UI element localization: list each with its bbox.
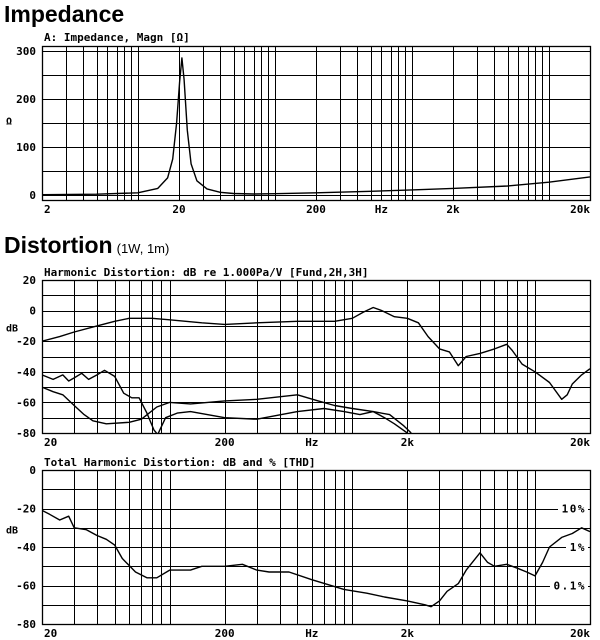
harmonic-xtick-label: 20: [44, 436, 57, 449]
thd-annotation-bg: [550, 577, 588, 592]
impedance-xtick-label: 200: [306, 203, 326, 216]
thd-ytick-label: -40: [16, 541, 36, 554]
thd-xtick-label: 200: [215, 627, 235, 640]
harmonic-ytick-label: -80: [16, 427, 36, 440]
thd-xtick-label: 20: [44, 627, 57, 640]
harmonic-ylabel: dB: [6, 323, 18, 334]
thd-annotation-bg: [566, 539, 588, 553]
thd-annotation: 0.1%: [554, 580, 587, 593]
impedance-xtick-label: 20: [172, 203, 185, 216]
harmonic-xtick-label: Hz: [305, 436, 318, 449]
thd-series-line-1: [42, 509, 590, 608]
thd-ytick-label: 0: [29, 464, 36, 477]
thd-grid: [42, 470, 591, 625]
harmonic-series-line-3: [42, 386, 412, 433]
impedance-ylabel: Ω: [6, 117, 12, 128]
harmonic-ytick-label: -60: [16, 396, 36, 409]
impedance-heading: Impedance: [4, 1, 124, 27]
harmonic-chart: Harmonic Distortion: dB re 1.000Pa/V [Fu…: [6, 266, 592, 449]
thd-ylabel: dB: [6, 526, 18, 537]
thd-frame: [41, 469, 592, 626]
impedance-ytick-label: 100: [16, 141, 36, 154]
impedance-ytick-label: 0: [29, 189, 36, 202]
impedance-heading-text: Impedance: [4, 1, 125, 27]
impedance-xtick-label: 2: [44, 203, 51, 216]
thd-xtick-label: 20k: [570, 627, 590, 640]
thd-ytick-label: -60: [16, 580, 36, 593]
harmonic-ytick-label: 0: [29, 305, 36, 318]
impedance-frame: [41, 45, 592, 202]
harmonic-xtick-label: 20k: [570, 436, 590, 449]
impedance-xtick-label: 20k: [570, 203, 590, 216]
thd-xtick-label: Hz: [305, 627, 318, 640]
harmonic-title: Harmonic Distortion: dB re 1.000Pa/V [Fu…: [44, 266, 369, 279]
thd-chart: Total Harmonic Distortion: dB and % [THD…: [6, 456, 592, 640]
distortion-heading-text: Distortion: [4, 232, 113, 258]
impedance-chart: A: Impedance, Magn [Ω] 0 100 200 300 Ω 2 20 200 H…: [6, 31, 592, 216]
thd-annotation: 1%: [570, 541, 586, 554]
harmonic-xtick-label: 2k: [401, 436, 415, 449]
impedance-ytick-label: 200: [16, 93, 36, 106]
distortion-subheading: (1W, 1m): [116, 241, 170, 256]
harmonic-ytick-label: 20: [23, 274, 36, 287]
harmonic-grid: [42, 280, 591, 434]
harmonic-ytick-label: -40: [16, 366, 36, 379]
harmonic-series-line-2: [42, 369, 408, 433]
harmonic-frame: [41, 279, 592, 435]
thd-annotation-bg: [558, 500, 588, 515]
harmonic-xtick-label: 200: [215, 436, 235, 449]
thd-annotation: 10%: [562, 503, 586, 516]
distortion-heading: Distortion (1W, 1m): [4, 232, 169, 262]
impedance-xtick-label: 2k: [446, 203, 460, 216]
thd-title: Total Harmonic Distortion: dB and % [THD…: [44, 456, 316, 469]
impedance-ytick-label: 300: [16, 45, 36, 58]
impedance-series-line-1: [42, 57, 590, 196]
thd-ytick-label: -80: [16, 618, 36, 631]
thd-xtick-label: 2k: [401, 627, 415, 640]
thd-ytick-label: -20: [16, 503, 36, 516]
impedance-title: A: Impedance, Magn [Ω]: [44, 31, 190, 44]
harmonic-ytick-label: -20: [16, 335, 36, 348]
impedance-xtick-label: Hz: [375, 203, 388, 216]
impedance-grid: [42, 46, 591, 200]
harmonic-series-line-1: [42, 306, 590, 400]
